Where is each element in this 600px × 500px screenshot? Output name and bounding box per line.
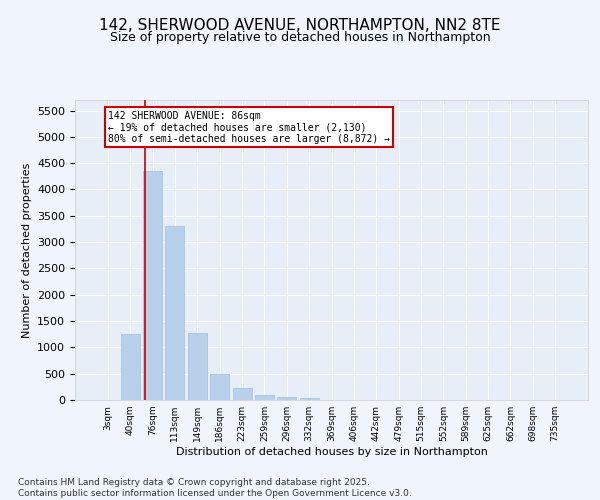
Bar [166,226,184,400]
Text: Contains HM Land Registry data © Crown copyright and database right 2025.
Contai: Contains HM Land Registry data © Crown c… [18,478,412,498]
Bar [188,333,207,400]
Bar [255,396,274,400]
X-axis label: Distribution of detached houses by size in Northampton: Distribution of detached houses by size … [176,447,487,457]
Bar [299,398,319,400]
Bar [210,374,229,400]
Y-axis label: Number of detached properties: Number of detached properties [22,162,32,338]
Bar [121,334,140,400]
Bar [277,397,296,400]
Text: 142 SHERWOOD AVENUE: 86sqm
← 19% of detached houses are smaller (2,130)
80% of s: 142 SHERWOOD AVENUE: 86sqm ← 19% of deta… [108,110,390,144]
Bar [143,171,162,400]
Text: 142, SHERWOOD AVENUE, NORTHAMPTON, NN2 8TE: 142, SHERWOOD AVENUE, NORTHAMPTON, NN2 8… [99,18,501,32]
Bar [233,388,251,400]
Text: Size of property relative to detached houses in Northampton: Size of property relative to detached ho… [110,31,490,44]
